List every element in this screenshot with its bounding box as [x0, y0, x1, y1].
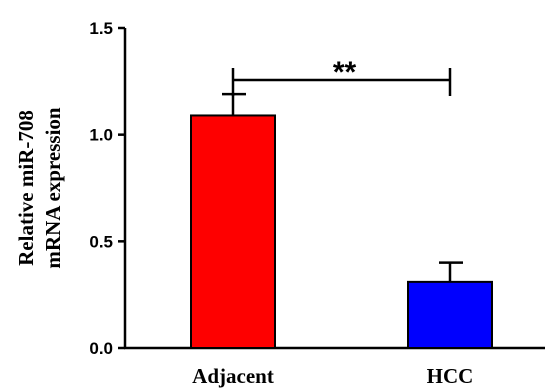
x-tick-label-hcc: HCC — [427, 364, 474, 388]
bar-adjacent — [190, 114, 276, 350]
y-tick-label: 0.5 — [89, 232, 113, 251]
y-ticks: 0.0 0.5 1.0 1.5 — [89, 19, 125, 358]
y-tick-label: 1.5 — [89, 19, 113, 38]
x-tick-labels: Adjacent HCC — [192, 364, 473, 388]
x-tick-label-adjacent: Adjacent — [192, 364, 274, 388]
y-axis-title-line-1: Relative miR-708 — [14, 110, 38, 266]
y-tick-label: 1.0 — [89, 126, 113, 145]
bars — [190, 114, 493, 350]
y-tick-label: 0.0 — [89, 339, 113, 358]
significance-stars: ** — [333, 56, 357, 89]
y-axis-title-line-2: mRNA expression — [41, 107, 65, 269]
y-axis-title: Relative miR-708 mRNA expression — [14, 107, 65, 269]
significance-annotation: ** — [231, 56, 452, 96]
bar-hcc — [407, 280, 493, 349]
error-bars — [222, 92, 463, 282]
